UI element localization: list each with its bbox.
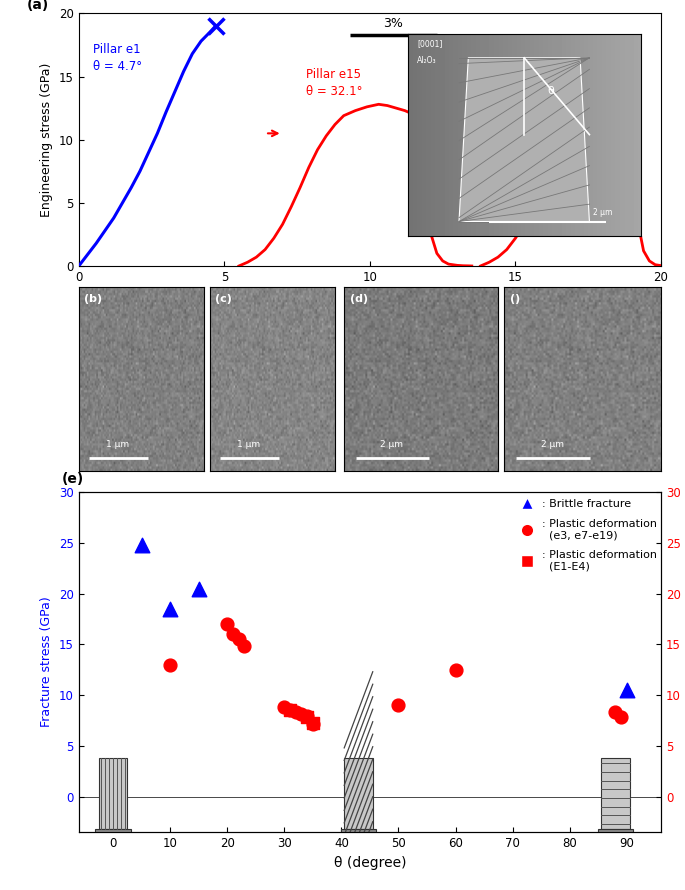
Y-axis label: Fracture stress (GPa): Fracture stress (GPa): [40, 596, 53, 727]
Legend: : Brittle fracture, : Plastic deformation
  (e3, e7-e19), : Plastic deformation
: : Brittle fracture, : Plastic deformatio…: [512, 494, 661, 577]
Text: Pillar E3
θ = 37.6°: Pillar E3 θ = 37.6°: [530, 106, 586, 135]
Point: [233, 632, 244, 646]
Point: [610, 705, 621, 719]
Point: [227, 627, 238, 642]
Point: [284, 703, 295, 717]
Point: [621, 683, 632, 697]
Point: [136, 538, 147, 552]
Point: [193, 581, 204, 595]
Text: Pillar e1
θ = 4.7°: Pillar e1 θ = 4.7°: [93, 43, 142, 73]
Point: [616, 710, 627, 724]
Point: [290, 705, 301, 719]
Bar: [344, 758, 373, 829]
Point: [164, 658, 175, 672]
X-axis label: Engineering strain (%): Engineering strain (%): [295, 289, 445, 303]
Text: (e): (e): [62, 472, 84, 486]
Point: [222, 617, 233, 631]
Point: [301, 710, 312, 724]
Point: [301, 709, 312, 724]
Point: [308, 716, 319, 731]
Text: Pillar e15
θ = 32.1°: Pillar e15 θ = 32.1°: [306, 68, 362, 98]
Bar: [95, 829, 131, 833]
Text: (a): (a): [26, 0, 49, 12]
Point: [164, 602, 175, 616]
X-axis label: θ (degree): θ (degree): [334, 855, 406, 870]
Y-axis label: Engineering stress (GPa): Engineering stress (GPa): [40, 62, 53, 217]
Bar: [597, 829, 633, 833]
Point: [239, 639, 250, 653]
Bar: [344, 758, 373, 829]
Point: [450, 662, 461, 676]
Bar: [99, 758, 127, 829]
Point: [393, 698, 404, 712]
Bar: [341, 829, 376, 833]
Point: [308, 716, 319, 730]
Bar: [601, 758, 630, 829]
Text: 3%: 3%: [383, 17, 403, 29]
Point: [284, 703, 295, 717]
Point: [296, 708, 307, 722]
Point: [279, 700, 290, 715]
